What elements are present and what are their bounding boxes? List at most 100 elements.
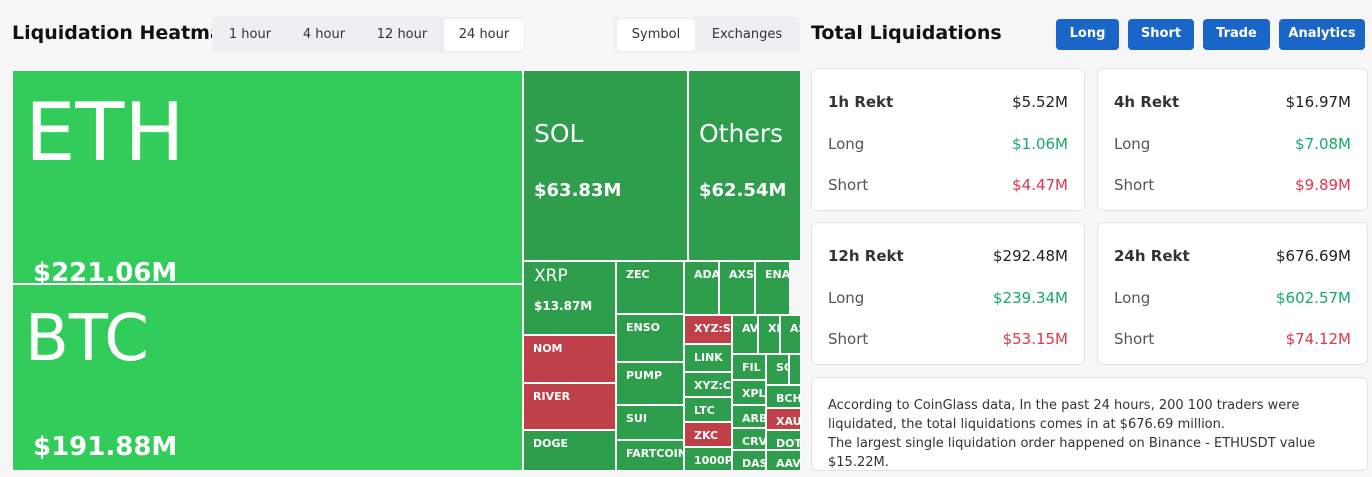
cell-symbol: AAV — [776, 457, 801, 470]
row-label: Long — [1114, 135, 1151, 153]
cell-symbol: AV — [742, 322, 758, 335]
row-value: $1.06M — [1012, 135, 1068, 153]
row-value: $74.12M — [1285, 330, 1351, 348]
heatmap-cell[interactable]: LINK — [684, 344, 732, 372]
heatmap-title: Liquidation Heatmap — [12, 22, 237, 44]
card-total: $292.48M — [993, 247, 1068, 265]
row-label: Short — [1114, 176, 1155, 194]
heatmap-cell[interactable]: SUI — [616, 405, 684, 440]
cell-symbol: AS — [790, 322, 800, 335]
heatmap-cell[interactable]: ZEC — [616, 261, 684, 314]
cell-symbol: ARB — [742, 412, 766, 425]
cell-symbol: BCH — [776, 392, 801, 405]
heatmap-cell[interactable]: ZKC — [684, 422, 732, 447]
cell-symbol: LTC — [694, 404, 715, 417]
heatmap-cell[interactable]: AS — [780, 315, 801, 354]
action-button[interactable]: Trade — [1203, 19, 1270, 50]
view-tab[interactable]: Exchanges — [711, 27, 783, 42]
cell-symbol: PUMP — [626, 369, 663, 382]
heatmap-cell[interactable]: ETH $221.06M — [12, 70, 523, 284]
cell-symbol: XN — [768, 322, 779, 335]
heatmap-cell[interactable]: AXS — [719, 261, 755, 315]
row-label: Long — [828, 135, 865, 153]
heatmap-cell[interactable]: XRP $13.87M — [523, 261, 616, 335]
heatmap-cell[interactable]: DAS — [732, 450, 766, 471]
cell-symbol: ENSO — [626, 321, 660, 334]
heatmap-cell[interactable]: FARTCOIN — [616, 440, 684, 471]
cell-symbol: XAU — [776, 415, 801, 428]
cell-symbol: RIVER — [533, 390, 571, 403]
heatmap-cell[interactable]: ARB — [732, 405, 766, 428]
action-button[interactable]: Short — [1128, 19, 1194, 50]
cell-symbol: Others — [699, 119, 784, 148]
card-total: $16.97M — [1285, 93, 1351, 111]
heatmap-cell[interactable]: BCH — [766, 385, 801, 408]
heatmap-cell[interactable]: RIVER — [523, 383, 616, 430]
card-title: 4h Rekt — [1114, 93, 1180, 111]
stat-card: 1h Rekt $5.52M Long $1.06M Short $4.47M — [811, 68, 1085, 211]
cell-value: $221.06M — [33, 258, 178, 284]
cell-symbol: LINK — [694, 351, 723, 364]
heatmap-cell[interactable]: FIL — [732, 354, 766, 380]
cell-symbol: BTC — [25, 301, 149, 376]
time-tab[interactable]: 24 hour — [444, 19, 524, 51]
heatmap-cell[interactable]: SC — [766, 354, 789, 385]
row-label: Long — [828, 289, 865, 307]
cell-symbol: SC — [776, 361, 788, 374]
row-label: Short — [828, 330, 869, 348]
cell-symbol: XYZ:SI — [694, 322, 732, 335]
heatmap-cell[interactable]: Others $62.54M — [688, 70, 801, 261]
time-tab[interactable]: 1 hour — [228, 27, 272, 42]
row-value: $9.89M — [1295, 176, 1351, 194]
cell-symbol: NOM — [533, 342, 563, 355]
cell-symbol: XRP — [534, 265, 568, 286]
card-title: 24h Rekt — [1114, 247, 1190, 265]
heatmap-cell[interactable]: LTC — [684, 397, 732, 422]
cell-symbol: DOT — [776, 437, 801, 450]
card-title: 12h Rekt — [828, 247, 904, 265]
stat-card: 24h Rekt $676.69M Long $602.57M Short $74.12M — [1097, 222, 1368, 365]
heatmap-cell[interactable]: ENA — [755, 261, 790, 315]
cell-symbol: ENA — [765, 268, 790, 281]
heatmap-cell[interactable]: CRV — [732, 428, 766, 450]
heatmap-cell[interactable]: AAV — [766, 450, 801, 471]
row-value: $4.47M — [1012, 176, 1068, 194]
note: According to CoinGlass data, In the past… — [811, 377, 1368, 471]
cell-symbol: ZKC — [694, 429, 719, 442]
action-button[interactable]: Long — [1056, 19, 1119, 50]
action-button[interactable]: Analytics — [1279, 19, 1365, 50]
row-value: $53.15M — [1002, 330, 1068, 348]
cell-symbol: ZEC — [626, 268, 650, 281]
heatmap-cell[interactable]: BTC $191.88M — [12, 284, 523, 471]
row-value: $7.08M — [1295, 135, 1351, 153]
view-tab[interactable]: Symbol — [617, 19, 695, 51]
cell-value: $63.83M — [534, 180, 622, 201]
note-line: According to CoinGlass data, In the past… — [828, 398, 1300, 432]
cell-symbol: ETH — [25, 86, 185, 179]
time-tab[interactable]: 4 hour — [302, 27, 346, 42]
cell-symbol: DOGE — [533, 437, 569, 450]
heatmap-cell[interactable]: XPL — [732, 380, 766, 405]
time-tab[interactable]: 12 hour — [376, 27, 428, 42]
heatmap-cell[interactable]: SOL $63.83M — [523, 70, 688, 261]
heatmap-cell[interactable]: XN — [758, 315, 780, 354]
heatmap-cell[interactable]: AV — [732, 315, 758, 354]
heatmap-cell[interactable]: DOGE — [523, 430, 616, 471]
cell-value: $13.87M — [534, 299, 593, 313]
cell-symbol: XYZ:CO — [694, 379, 731, 392]
heatmap-cell[interactable]: U — [789, 354, 801, 385]
heatmap-cell[interactable]: PUMP — [616, 362, 684, 405]
heatmap-cell[interactable]: XAU — [766, 408, 801, 430]
heatmap-cell[interactable]: NOM — [523, 335, 616, 383]
heatmap-cell[interactable]: ADA — [684, 261, 719, 315]
row-label: Short — [828, 176, 869, 194]
cell-symbol: AXS — [729, 268, 754, 281]
note-line: The largest single liquidation order hap… — [828, 436, 1316, 470]
heatmap-cell[interactable]: XYZ:CO — [684, 372, 732, 397]
cell-symbol: ADA — [694, 268, 719, 281]
heatmap-cell[interactable]: 1000PE — [684, 447, 732, 471]
heatmap-cell[interactable]: DOT — [766, 430, 801, 450]
heatmap-cell[interactable]: XYZ:SI — [684, 315, 732, 344]
heatmap-cell[interactable]: ENSO — [616, 314, 684, 362]
row-value: $602.57M — [1276, 289, 1351, 307]
